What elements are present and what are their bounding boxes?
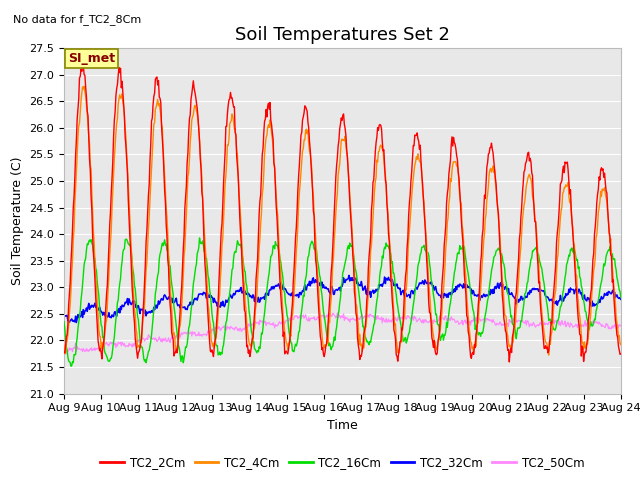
- Text: SI_met: SI_met: [68, 52, 115, 65]
- X-axis label: Time: Time: [327, 419, 358, 432]
- Text: No data for f_TC2_8Cm: No data for f_TC2_8Cm: [13, 14, 141, 25]
- Y-axis label: Soil Temperature (C): Soil Temperature (C): [11, 156, 24, 285]
- Title: Soil Temperatures Set 2: Soil Temperatures Set 2: [235, 25, 450, 44]
- Legend: TC2_2Cm, TC2_4Cm, TC2_16Cm, TC2_32Cm, TC2_50Cm: TC2_2Cm, TC2_4Cm, TC2_16Cm, TC2_32Cm, TC…: [95, 452, 589, 474]
